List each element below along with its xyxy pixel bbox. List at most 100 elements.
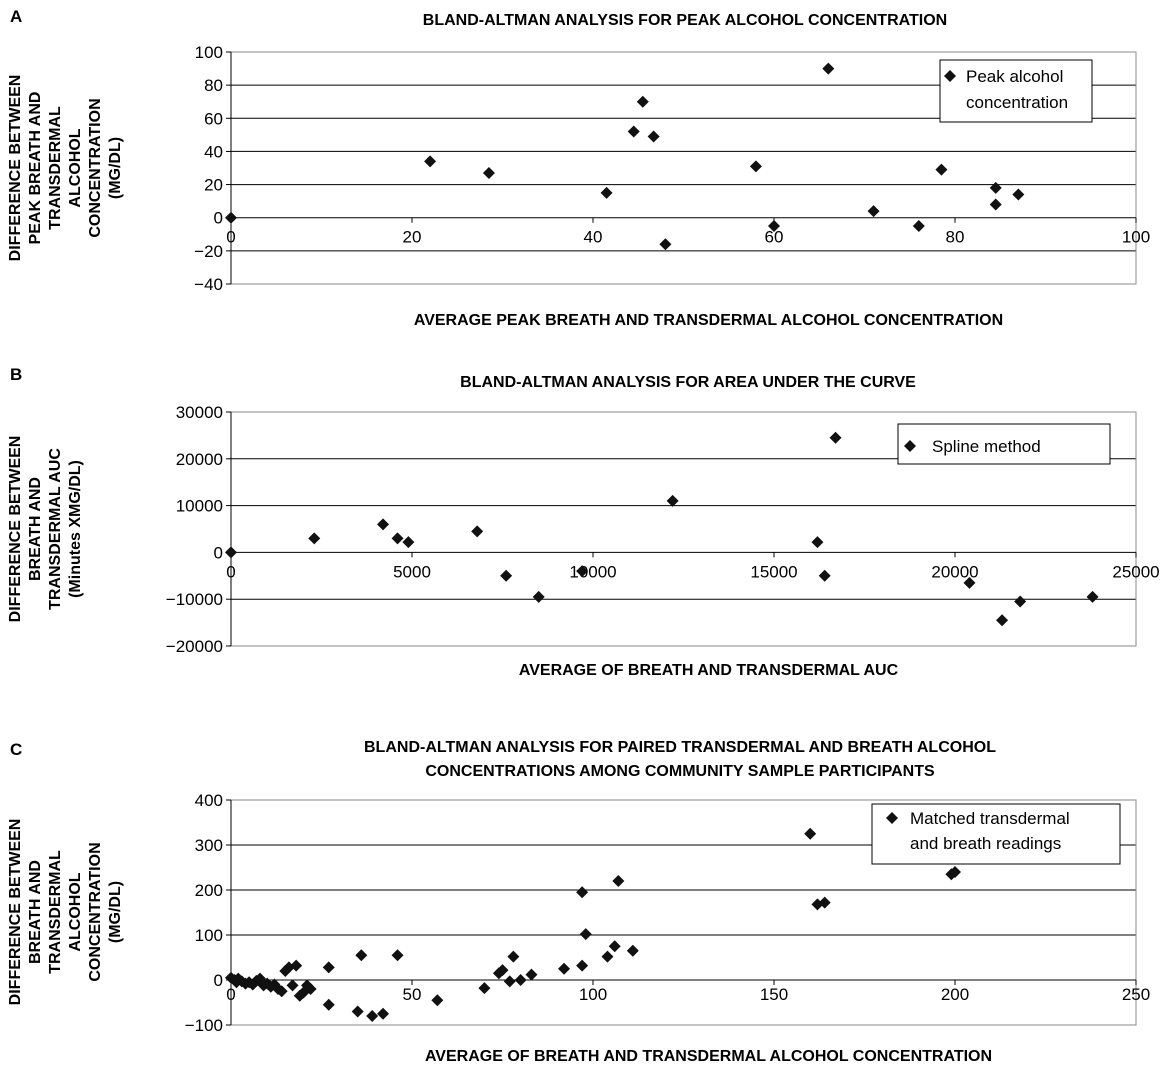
data-point <box>600 186 613 199</box>
data-point <box>377 518 390 531</box>
y-axis-title: TRANSDERMAL <box>47 850 64 974</box>
legend-marker <box>944 70 956 82</box>
data-point <box>496 964 509 977</box>
y-axis-title: (Minutes XMG/DL) <box>67 460 84 598</box>
y-axis-title: DIFFERENCE BETWEEN <box>7 75 24 262</box>
data-point <box>576 959 589 972</box>
legend-box <box>871 803 1121 865</box>
y-tick-label: 300 <box>195 836 223 855</box>
x-tick-label: 0 <box>226 228 235 247</box>
x-tick-label: 50 <box>403 985 422 1004</box>
x-tick-label: 200 <box>941 985 969 1004</box>
data-point <box>804 827 817 840</box>
y-axis-title: ALCOHOL <box>67 872 84 951</box>
data-point <box>626 944 639 957</box>
data-point <box>431 994 444 1007</box>
data-point <box>818 569 831 582</box>
x-tick-label: 0 <box>226 562 235 581</box>
legend: Peak alcohol concentration <box>939 59 1093 123</box>
y-tick-label: 80 <box>204 76 223 95</box>
legend-marker <box>904 440 916 452</box>
y-tick-label: −100 <box>185 1016 223 1035</box>
x-axis-title: AVERAGE OF BREATH AND TRANSDERMAL AUC <box>519 662 899 679</box>
y-tick-label: 0 <box>214 543 223 562</box>
data-point <box>525 968 538 981</box>
y-tick-label: 20 <box>204 176 223 195</box>
chart-title: BLAND-ALTMAN ANALYSIS FOR PAIRED TRANSDE… <box>364 739 996 756</box>
data-point <box>867 205 880 218</box>
legend-label: Peak alcohol <box>966 67 1063 86</box>
x-tick-label: 20000 <box>931 562 978 581</box>
data-point <box>912 220 925 232</box>
data-point <box>636 95 649 108</box>
chart-panel-b: B BLAND-ALTMAN ANALYSIS FOR AREA UNDER TH… <box>7 365 1160 679</box>
data-point <box>963 576 976 589</box>
data-point <box>482 166 495 179</box>
x-tick-label: 5000 <box>393 562 431 581</box>
data-point <box>579 928 592 941</box>
data-point <box>355 949 368 962</box>
y-tick-label: 20000 <box>176 450 223 469</box>
panel-label: C <box>10 740 22 759</box>
legend: Matched transdermal and breath readings <box>871 803 1121 865</box>
y-tick-label: 100 <box>195 43 223 62</box>
data-point <box>402 536 415 549</box>
data-point <box>391 949 404 962</box>
data-point <box>532 590 545 603</box>
x-axis-title: AVERAGE PEAK BREATH AND TRANSDERMAL ALCO… <box>414 312 1003 329</box>
y-axis-title: TRANSDERMAL <box>47 106 64 230</box>
legend-marker <box>886 812 898 824</box>
data-point <box>659 238 672 251</box>
data-point <box>514 974 527 986</box>
x-tick-label: 15000 <box>750 562 797 581</box>
data-point <box>500 569 513 582</box>
y-axis-title: CONCENTRATION <box>87 842 104 981</box>
x-axis-title: AVERAGE OF BREATH AND TRANSDERMAL ALCOHO… <box>425 1048 992 1065</box>
y-tick-label: 30000 <box>176 403 223 422</box>
chart-title: CONCENTRATIONS AMONG COMMUNITY SAMPLE PA… <box>425 763 935 780</box>
data-point <box>322 998 335 1011</box>
data-point <box>601 950 614 963</box>
data-point <box>322 961 335 974</box>
y-axis-title: TRANSDERMAL AUC <box>47 448 64 610</box>
x-tick-label: 0 <box>226 985 235 1004</box>
data-point <box>666 494 679 507</box>
y-tick-label: −40 <box>194 275 223 294</box>
data-point <box>225 546 237 559</box>
data-point <box>949 866 961 878</box>
legend-label: concentration <box>966 93 1068 112</box>
y-axis-title: BREATH AND <box>27 860 44 964</box>
y-axis-title: ALCOHOL <box>67 128 84 207</box>
chart-title: BLAND-ALTMAN ANALYSIS FOR AREA UNDER THE… <box>460 374 916 391</box>
data-point <box>768 220 780 232</box>
x-tick-label: 40 <box>584 228 603 247</box>
x-tick-label: 100 <box>1122 228 1150 247</box>
data-point <box>558 962 571 975</box>
data-point <box>308 532 321 545</box>
data-point <box>366 1010 379 1022</box>
y-axis-title: DIFFERENCE BETWEEN <box>7 819 24 1006</box>
legend-box <box>897 423 1111 465</box>
data-point <box>1014 595 1027 608</box>
x-tick-label: 80 <box>946 228 965 247</box>
data-point <box>471 525 484 538</box>
chart-title: BLAND-ALTMAN ANALYSIS FOR PEAK ALCOHOL C… <box>423 12 947 29</box>
y-axis-title: DIFFERENCE BETWEEN <box>7 436 24 623</box>
x-tick-label: 150 <box>760 985 788 1004</box>
data-point <box>507 950 520 963</box>
y-tick-label: −20 <box>194 242 223 261</box>
data-point <box>818 896 831 909</box>
legend-label: Spline method <box>932 437 1041 456</box>
panel-label: B <box>10 365 22 384</box>
x-tick-label: 250 <box>1122 985 1150 1004</box>
y-tick-label: 200 <box>195 881 223 900</box>
legend: Spline method <box>897 423 1111 465</box>
chart-panel-a: A BLAND-ALTMAN ANALYSIS FOR PEAK ALCOHOL … <box>7 7 1150 329</box>
data-point <box>391 532 404 545</box>
data-point <box>1086 590 1099 603</box>
x-tick-label: 25000 <box>1112 562 1159 581</box>
y-tick-label: 400 <box>195 791 223 810</box>
data-point <box>829 431 842 444</box>
y-tick-label: 40 <box>204 142 223 161</box>
data-point <box>647 130 660 143</box>
